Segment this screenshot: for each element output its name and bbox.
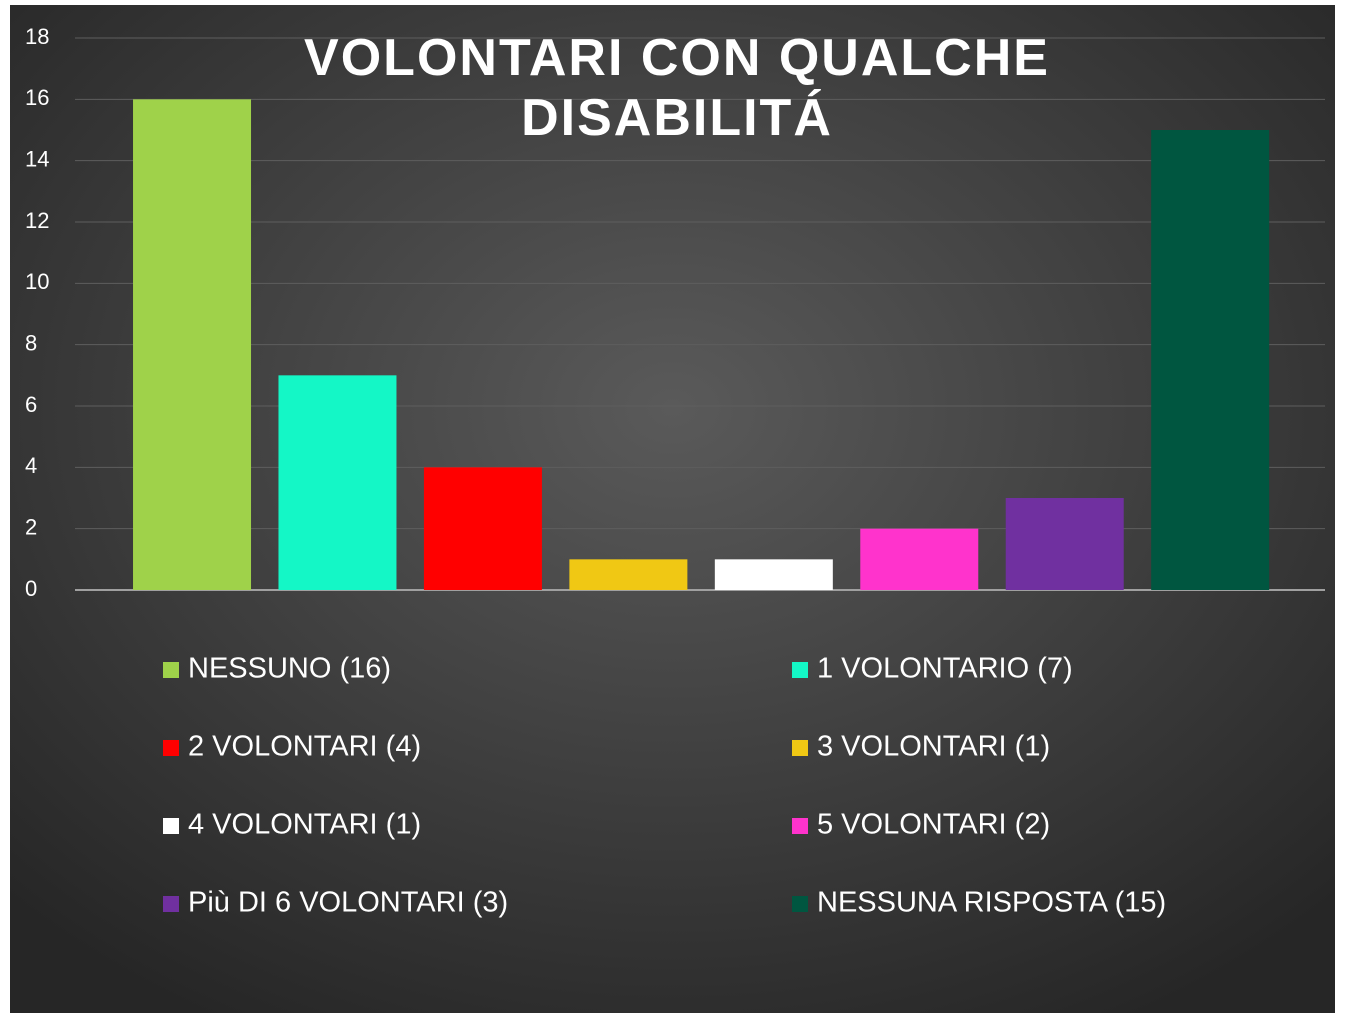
legend-swatch <box>792 818 808 834</box>
y-tick-label: 4 <box>25 453 37 478</box>
legend-label: 2 VOLONTARI (4) <box>188 731 421 763</box>
bar <box>423 467 542 590</box>
legend-swatch <box>792 662 808 678</box>
y-tick-label: 6 <box>25 392 37 417</box>
y-tick-label: 18 <box>25 24 49 49</box>
legend-swatch <box>792 740 808 756</box>
legend-label: 4 VOLONTARI (1) <box>188 809 421 841</box>
bar <box>714 559 833 590</box>
y-tick-label: 0 <box>25 576 37 601</box>
bar <box>133 99 252 590</box>
bar <box>278 375 397 590</box>
y-tick-label: 14 <box>25 146 49 171</box>
y-tick-label: 10 <box>25 269 49 294</box>
legend-swatch <box>163 740 179 756</box>
legend-swatch <box>792 896 808 912</box>
legend-swatch <box>163 896 179 912</box>
y-tick-label: 2 <box>25 514 37 539</box>
legend-label: 1 VOLONTARIO (7) <box>817 653 1073 685</box>
legend-label: 3 VOLONTARI (1) <box>817 731 1050 763</box>
legend-label: NESSUNO (16) <box>188 653 391 685</box>
legend-label: Più DI 6 VOLONTARI (3) <box>188 887 508 919</box>
y-tick-label: 8 <box>25 330 37 355</box>
bar <box>1005 498 1124 590</box>
legend-swatch <box>163 818 179 834</box>
legend-swatch <box>163 662 179 678</box>
legend-label: 5 VOLONTARI (2) <box>817 809 1050 841</box>
y-tick-label: 16 <box>25 85 49 110</box>
bar <box>860 528 979 590</box>
y-tick-label: 12 <box>25 208 49 233</box>
bar <box>1151 130 1270 590</box>
bar <box>569 559 688 590</box>
legend-label: NESSUNA RISPOSTA (15) <box>817 887 1166 919</box>
chart-title: VOLONTARI CON QUALCHE DISABILITÁ <box>304 29 1050 147</box>
